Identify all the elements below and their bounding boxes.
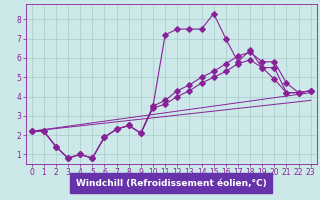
- X-axis label: Windchill (Refroidissement éolien,°C): Windchill (Refroidissement éolien,°C): [76, 179, 267, 188]
